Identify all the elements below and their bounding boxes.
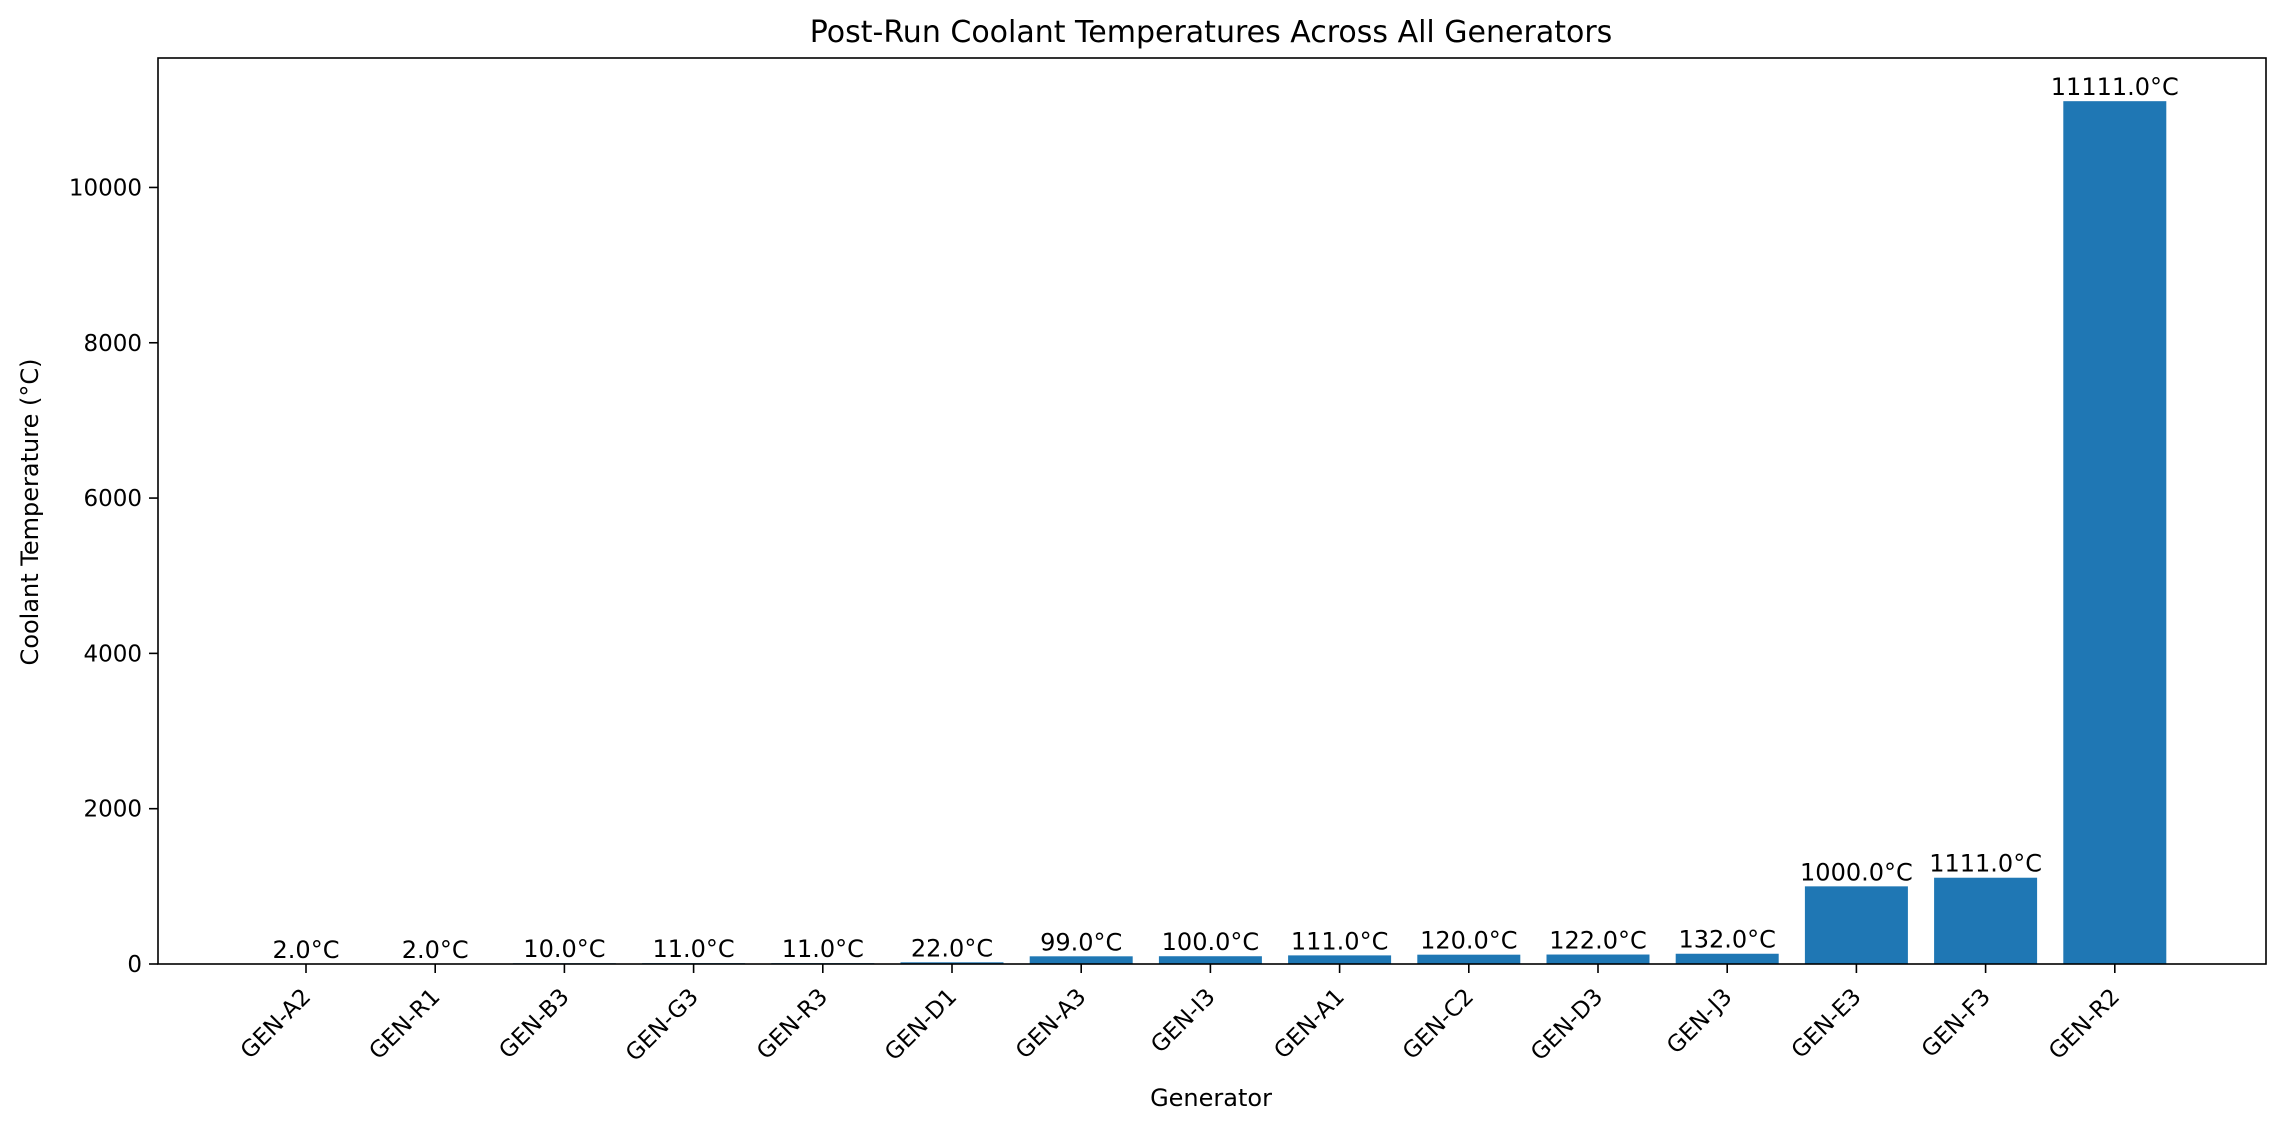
x-tick-label-gen-f3: GEN-F3 <box>1917 984 1996 1063</box>
y-tick-label-10000: 10000 <box>69 175 142 201</box>
y-tick-label-0: 0 <box>127 952 142 978</box>
x-tick-label-gen-j3: GEN-J3 <box>1662 984 1737 1059</box>
x-tick-label-gen-g3: GEN-G3 <box>621 984 704 1067</box>
data-label-gen-a3: 99.0°C <box>1040 928 1122 956</box>
x-tick-label-gen-c2: GEN-C2 <box>1398 984 1479 1065</box>
bar-gen-a3 <box>1030 956 1133 964</box>
data-label-gen-r3: 11.0°C <box>782 935 864 963</box>
x-tick-label-gen-r2: GEN-R2 <box>2044 984 2125 1065</box>
bar-gen-e3 <box>1805 886 1908 964</box>
y-tick-label-8000: 8000 <box>83 331 142 357</box>
bar-gen-r2 <box>2063 101 2166 964</box>
x-tick-label-gen-a3: GEN-A3 <box>1011 984 1091 1064</box>
plot-area: 2.0°C 2.0°C 10.0°C 11.0°C 11.0°C 22.0°C 99.0°C… <box>69 58 2266 1067</box>
bar-gen-c2 <box>1417 955 1520 964</box>
data-label-gen-f3: 1111.0°C <box>1929 850 2042 878</box>
x-tick-label-gen-d3: GEN-D3 <box>1526 984 1608 1066</box>
data-label-gen-e3: 1000.0°C <box>1800 858 1913 886</box>
data-label-gen-j3: 132.0°C <box>1678 926 1775 954</box>
bar-gen-d3 <box>1547 955 1650 964</box>
y-axis-label: Coolant Temperature (°C) <box>16 359 44 666</box>
bar-gen-f3 <box>1934 878 2037 964</box>
x-tick-label-gen-a2: GEN-A2 <box>236 984 316 1064</box>
x-tick-label-gen-a1: GEN-A1 <box>1269 984 1349 1064</box>
y-tick-label-2000: 2000 <box>83 797 142 823</box>
data-label-gen-c2: 120.0°C <box>1420 927 1517 955</box>
data-label-gen-r1: 2.0°C <box>402 936 469 964</box>
data-label-gen-b3: 10.0°C <box>523 935 605 963</box>
chart-title: Post-Run Coolant Temperatures Across All… <box>810 15 1613 50</box>
x-tick-label-gen-r3: GEN-R3 <box>752 984 833 1065</box>
data-label-gen-i3: 100.0°C <box>1162 928 1259 956</box>
data-label-gen-a2: 2.0°C <box>273 936 340 964</box>
data-label-gen-a1: 111.0°C <box>1291 927 1388 955</box>
x-tick-label-gen-r1: GEN-R1 <box>364 984 445 1065</box>
data-label-gen-r2: 11111.0°C <box>2051 73 2179 101</box>
bar-gen-i3 <box>1159 956 1262 964</box>
data-label-gen-d1: 22.0°C <box>911 934 993 962</box>
y-tick-label-4000: 4000 <box>83 641 142 667</box>
bar-gen-a1 <box>1288 955 1391 964</box>
bar-gen-j3 <box>1676 954 1779 964</box>
x-tick-label-gen-e3: GEN-E3 <box>1787 984 1867 1064</box>
x-tick-label-gen-b3: GEN-B3 <box>494 984 574 1064</box>
data-label-gen-d3: 122.0°C <box>1549 927 1646 955</box>
x-tick-label-gen-i3: GEN-I3 <box>1146 984 1220 1058</box>
x-axis-label: Generator <box>1150 1084 1272 1112</box>
data-label-gen-g3: 11.0°C <box>652 935 734 963</box>
x-tick-label-gen-d1: GEN-D1 <box>880 984 962 1066</box>
plot-frame <box>158 58 2266 964</box>
y-tick-label-6000: 6000 <box>83 486 142 512</box>
